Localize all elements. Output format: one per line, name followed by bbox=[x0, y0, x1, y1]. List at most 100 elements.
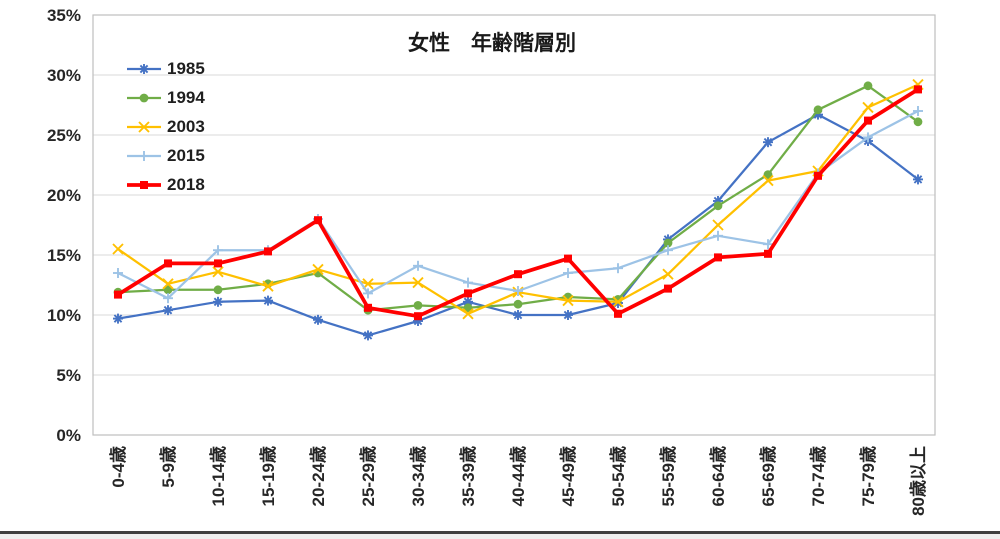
series-2003-marker bbox=[412, 276, 424, 289]
series-1994-marker bbox=[863, 81, 873, 91]
series-2018-marker bbox=[764, 249, 772, 258]
series-2015-marker bbox=[763, 239, 773, 250]
series-1994-marker bbox=[813, 105, 823, 115]
x-axis-tick-label: 40-44歳 bbox=[508, 446, 528, 506]
y-axis-tick-label: 35% bbox=[47, 6, 81, 25]
series-2003-marker bbox=[762, 174, 774, 187]
y-axis-tick-label: 10% bbox=[47, 306, 81, 325]
series-2018-marker bbox=[864, 116, 872, 125]
x-axis-tick-label: 30-34歳 bbox=[408, 446, 428, 506]
series-2018-marker bbox=[364, 303, 372, 312]
y-axis-tick-label: 15% bbox=[47, 246, 81, 265]
series-1985-marker bbox=[513, 310, 523, 320]
legend-label: 1994 bbox=[167, 88, 205, 107]
legend-item-1985: 1985 bbox=[126, 54, 205, 83]
x-axis-tick-label: 75-79歳 bbox=[858, 446, 878, 506]
series-1994-marker bbox=[763, 170, 773, 180]
series-1985-marker bbox=[113, 313, 123, 324]
series-1985-marker bbox=[363, 330, 373, 341]
series-2018-marker bbox=[214, 259, 222, 268]
series-2015-marker bbox=[913, 106, 923, 116]
series-2003-marker bbox=[312, 263, 324, 276]
series-1985-marker bbox=[163, 305, 173, 316]
x-axis-tick-label: 25-29歳 bbox=[358, 446, 378, 506]
series-2018-marker bbox=[514, 270, 522, 279]
legend-marker-glyph-2003 bbox=[138, 120, 150, 133]
chart-legend: 1985 1994 2003 2015 2018 bbox=[126, 54, 205, 199]
x-axis-tick-label: 0-4歳 bbox=[108, 446, 128, 488]
legend-marker-2015 bbox=[127, 150, 161, 161]
legend-label: 2003 bbox=[167, 117, 205, 136]
series-2015-marker bbox=[863, 132, 873, 143]
x-axis-tick-label: 15-19歳 bbox=[258, 446, 278, 506]
x-axis-tick-label: 20-24歳 bbox=[308, 446, 328, 506]
series-1985-marker bbox=[763, 137, 773, 148]
series-1985-marker bbox=[263, 295, 273, 306]
x-axis-tick-label: 45-49歳 bbox=[558, 446, 578, 506]
legend-marker-glyph-2018 bbox=[140, 180, 148, 189]
y-axis-tick-label: 25% bbox=[47, 126, 81, 145]
series-1994-marker bbox=[413, 301, 423, 310]
y-axis-tick-label: 30% bbox=[47, 66, 81, 85]
series-2018-marker bbox=[464, 289, 472, 298]
x-axis-tick-label: 55-59歳 bbox=[658, 446, 678, 506]
series-1985-marker bbox=[913, 174, 923, 185]
series-1994-marker bbox=[213, 285, 223, 295]
series-1985-marker bbox=[213, 296, 223, 307]
x-axis-tick-label: 35-39歳 bbox=[458, 446, 478, 506]
series-2018-marker bbox=[814, 171, 822, 180]
series-2003-line bbox=[116, 83, 920, 315]
series-2015-marker bbox=[113, 268, 123, 278]
series-2003-marker bbox=[462, 308, 474, 320]
legend-marker-glyph-1994 bbox=[139, 93, 149, 102]
legend-item-2015: 2015 bbox=[126, 141, 205, 170]
series-1994-marker bbox=[163, 285, 173, 295]
series-1994-marker bbox=[513, 299, 523, 309]
x-axis-tick-label: 70-74歳 bbox=[808, 446, 828, 506]
series-2018-marker bbox=[714, 253, 722, 262]
series-2018-marker bbox=[314, 216, 322, 225]
x-axis-tick-label: 65-69歳 bbox=[758, 446, 778, 506]
series-2018-marker bbox=[564, 254, 572, 263]
series-2015-marker bbox=[163, 293, 173, 304]
series-2003-marker bbox=[562, 294, 574, 307]
series-2015-marker bbox=[463, 277, 473, 288]
series-2003-marker bbox=[212, 266, 224, 278]
y-axis-tick-label: 20% bbox=[47, 186, 81, 205]
series-2018-marker bbox=[114, 290, 122, 299]
plot-frame bbox=[92, 14, 936, 436]
series-2018-marker bbox=[914, 85, 922, 94]
series-2003-marker bbox=[162, 278, 174, 290]
series-1994-marker bbox=[663, 238, 673, 248]
y-axis-tick-label: 0% bbox=[56, 426, 81, 445]
legend-label: 2018 bbox=[167, 175, 205, 194]
series-2003-marker bbox=[112, 243, 124, 255]
series-2003-marker bbox=[662, 268, 674, 280]
x-axis-tick-label: 80歳以上 bbox=[908, 446, 928, 516]
series-1985-marker bbox=[313, 314, 323, 325]
legend-item-1994: 1994 bbox=[126, 83, 205, 112]
x-axis-tick-label: 60-64歳 bbox=[708, 446, 728, 506]
legend-marker-glyph-1985 bbox=[139, 63, 149, 74]
legend-label: 2015 bbox=[167, 146, 205, 165]
legend-label: 1985 bbox=[167, 59, 205, 78]
legend-item-2018: 2018 bbox=[126, 170, 205, 199]
series-2018-marker bbox=[664, 284, 672, 293]
legend-item-2003: 2003 bbox=[126, 112, 205, 141]
legend-marker-1985 bbox=[127, 63, 161, 74]
x-axis-tick-label: 10-14歳 bbox=[208, 446, 228, 506]
chart-title: 女性 年齢階層別 bbox=[408, 31, 576, 55]
series-2015-marker bbox=[613, 263, 623, 274]
series-2015-marker bbox=[663, 245, 673, 256]
series-1994-marker bbox=[713, 201, 723, 211]
series-2003-marker bbox=[862, 101, 874, 114]
series-2015-marker bbox=[713, 230, 723, 241]
series-2003-marker bbox=[612, 296, 624, 308]
legend-marker-2018 bbox=[127, 180, 161, 189]
series-1994-marker bbox=[463, 303, 473, 313]
series-1985-marker bbox=[563, 310, 573, 320]
series-2003-marker bbox=[712, 219, 724, 231]
x-axis-tick-label: 50-54歳 bbox=[608, 446, 628, 506]
series-2018-marker bbox=[414, 312, 422, 321]
series-2015-marker bbox=[563, 268, 573, 278]
